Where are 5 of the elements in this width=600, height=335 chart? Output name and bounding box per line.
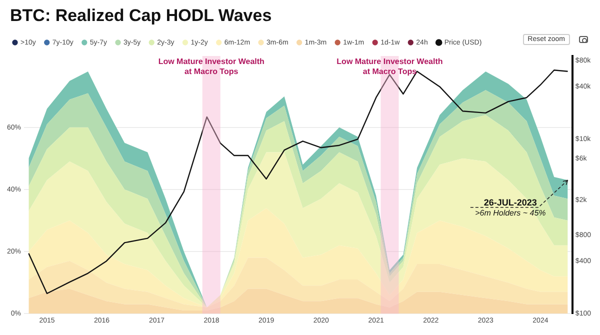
band-label: Low Mature Investor Wealth at Macro Tops (336, 57, 443, 76)
annotation: >6m Holders ~ 45% (475, 208, 546, 218)
band-label: Low Mature Investor Wealth at Macro Tops (158, 57, 265, 76)
chart-title: BTC: Realized Cap HODL Waves (9, 5, 273, 27)
annotation: 26-JUL-2023 (484, 197, 537, 208)
